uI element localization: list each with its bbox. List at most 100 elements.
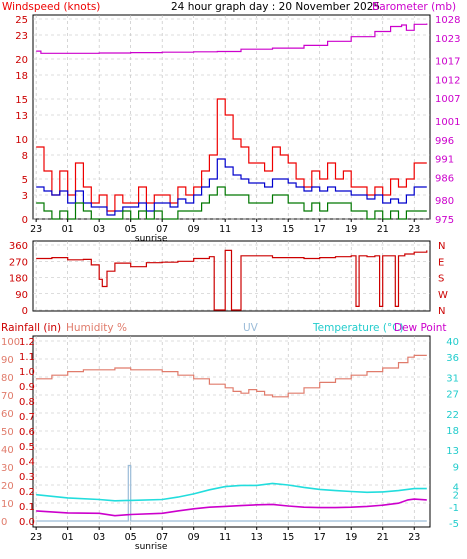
temp-tick-label: -5 [449,519,459,530]
compass-tick-label: E [438,257,444,268]
x-tick-label: 03 [93,532,105,543]
x-tick-label: 17 [314,532,326,543]
wind-tick-label: 10 [15,135,28,146]
baro-axis-title: Barometer (mb) [372,1,456,13]
humidity-tick-label: 100 [1,337,20,348]
humidity-tick-label: 80 [1,373,14,384]
x-tick-label: 19 [345,224,357,235]
rain-plot-area [32,335,431,528]
uv-axis-title: UV [243,322,259,334]
sunrise-label: sunrise [135,234,168,244]
baro-tick-label: 975 [435,215,454,226]
temp-tick-label: 9 [453,462,459,473]
rain-tick-label: 0.3 [19,472,35,483]
rain-tick-label: 0.7 [19,412,35,423]
direction-tick-label: 360 [9,241,28,252]
humidity-tick-label: 50 [1,427,14,438]
wind-axis-title: Windspeed (knots) [2,1,100,13]
direction-tick-label: 180 [9,274,28,285]
rain-y-ticks: 0.0 0.1 0.2 0.3 0.4 0.5 0.6 0.7 0.8 0.9 1.0 1.1 1.2 [19,337,35,528]
humidity-tick-label: 0 [1,517,7,528]
wind-tick-label: 23 [15,31,28,42]
baro-tick-label: 1012 [435,75,460,86]
wind-tick-label: 20 [15,55,28,66]
x-tick-label: 21 [377,532,389,543]
direction-tick-label: 90 [15,290,28,301]
rain-grid [33,336,430,527]
temp-y-ticks: -5 -124 9 13 18 22 27 31 36 40 [446,337,459,530]
baro-y-ticks: 975 980 986 991 996 1001 1007 1012 1017 1023 1028 [435,15,460,226]
wind-tick-label: 5 [22,175,28,186]
x-tick-label: 05 [125,224,137,235]
temp-tick-label: 27 [446,390,459,401]
wind-tick-label: 25 [15,15,28,26]
x-tick-label: 01 [62,224,74,235]
rain-tick-label: 0.4 [19,457,35,468]
x-tick-label: 07 [156,224,168,235]
direction-tick-label: 270 [9,257,28,268]
page-title: 24 hour graph day : 20 November 2025 [171,1,380,13]
baro-tick-label: 1023 [435,34,460,45]
x-tick-label: 21 [377,224,389,235]
wind-x-ticks: 23 01 03 05 07 09 11 13 15 17 19 21 23 sunrise [30,219,420,244]
baro-tick-label: 1017 [435,57,460,68]
temp-tick-label: 36 [446,353,459,364]
temp-tick-label: 40 [446,337,459,348]
baro-tick-label: 996 [435,136,454,147]
wind_low-series-line [36,186,427,220]
compass-tick-label: W [438,290,448,301]
wind-series-line [36,98,427,212]
rain-tick-label: 0.5 [19,442,35,453]
rain-tick-label: 0.1 [19,502,35,513]
wind-baro-panel: Windspeed (knots) 24 hour graph day : 20… [2,1,460,244]
baro-tick-label: 1001 [435,117,460,128]
rain-axis-title: Rainfall (in) [1,322,61,334]
x-tick-label: 13 [251,224,263,235]
direction-y-ticks: 0 90 180 270 360 [9,241,28,317]
baro-tick-label: 1028 [435,15,460,26]
x-tick-label: 07 [156,532,168,543]
wind-tick-label: 15 [15,95,28,106]
baro-series-line [36,23,428,54]
humidity-tick-label: 90 [1,355,14,366]
dew-series-line [36,498,427,517]
rain-tick-label: 1.2 [19,337,35,348]
x-tick-label: 17 [314,224,326,235]
direction-series [36,249,428,311]
humidity-tick-label: 60 [1,409,14,420]
wind-tick-label: 8 [22,151,28,162]
x-tick-label: 15 [282,532,294,543]
temp-tick-label: 18 [446,426,459,437]
humidity-tick-label: 30 [1,463,14,474]
wind-tick-label: 13 [15,111,28,122]
rain-tick-label: 0.2 [19,487,35,498]
rain-temp-series [36,354,427,522]
temp-tick-label: 4 [453,483,459,494]
wind-tick-label: 18 [15,71,28,82]
baro-tick-label: 980 [435,196,454,207]
x-tick-label: 09 [188,532,200,543]
x-tick-label: 11 [219,224,231,235]
x-tick-label: 03 [93,224,105,235]
compass-tick-label: N [438,241,445,252]
temp-tick-label: 2 [453,491,459,502]
wind-y-ticks: 0 3 5 8 10 13 15 18 20 23 25 [15,15,28,226]
humidity-tick-label: 40 [1,445,14,456]
humidity-tick-label: 10 [1,499,14,510]
humidity-tick-label: 70 [1,391,14,402]
compass-tick-label: N [438,306,445,317]
baro-tick-label: 991 [435,155,454,166]
wind-tick-label: 0 [22,215,28,226]
wind-series [36,23,428,220]
x-tick-label: 23 [408,532,420,543]
rain-temp-panel: Rainfall (in) Humidity % UV Temperature … [1,322,459,552]
humidity-axis-title: Humidity % [66,322,127,334]
rain-tick-label: 1.1 [19,352,35,363]
direction-tick-label: 0 [22,306,28,317]
humidity-series-line [36,354,427,398]
x-tick-label: 13 [251,532,263,543]
rain-x-ticks: 23 01 03 05 07 09 11 13 15 17 19 21 23 sunrise [30,527,420,552]
